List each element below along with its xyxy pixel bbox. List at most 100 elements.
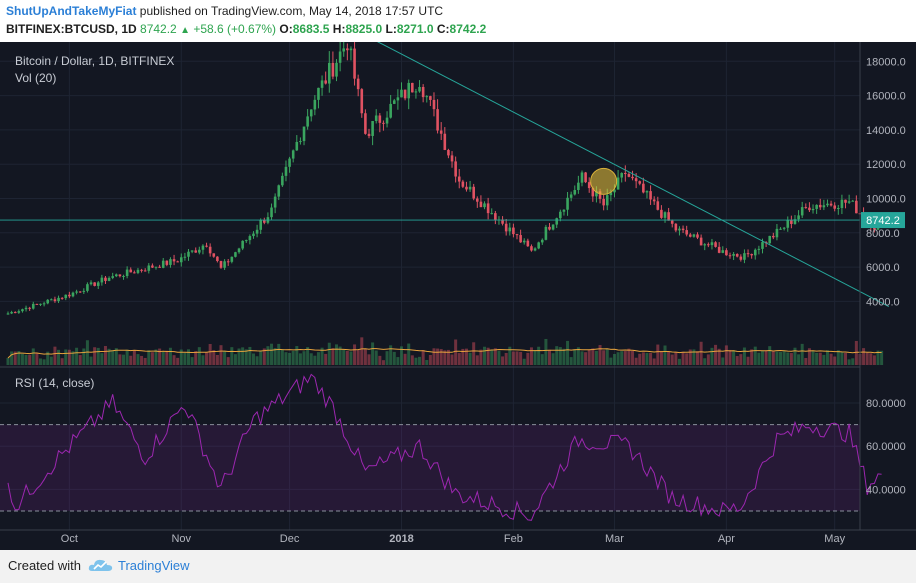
volume-bar: [60, 358, 64, 365]
volume-bar: [57, 349, 61, 365]
volume-bar: [251, 353, 255, 365]
volume-bar: [757, 352, 761, 365]
volume-bar: [168, 347, 172, 365]
volume-bar: [793, 347, 797, 365]
volume-bar: [605, 348, 609, 365]
low-value: 8271.0: [396, 22, 434, 36]
candle-body: [346, 48, 349, 51]
volume-bar: [576, 347, 580, 365]
volume-bar: [493, 348, 497, 365]
candle-body: [833, 205, 836, 209]
volume-bar: [800, 343, 804, 365]
candle-body: [580, 172, 584, 183]
candle-body: [21, 309, 24, 312]
volume-bar: [558, 347, 562, 365]
candle-body: [515, 234, 519, 236]
volume-bar: [154, 349, 158, 365]
volume-bar: [176, 357, 180, 365]
volume-bar: [789, 353, 793, 365]
volume-bar: [248, 346, 252, 365]
author-link[interactable]: ShutUpAndTakeMyFiat: [6, 4, 137, 18]
candle-body: [71, 292, 75, 297]
price-tick-label: 18000.0: [866, 56, 906, 68]
candle-body: [656, 201, 660, 210]
candle-body: [115, 274, 118, 277]
candle-body: [638, 181, 642, 184]
candle-body: [595, 191, 598, 197]
candle-body: [526, 240, 530, 247]
header: ShutUpAndTakeMyFiat published on Trading…: [0, 0, 916, 42]
volume-bar: [659, 350, 663, 365]
candle-body: [494, 213, 497, 220]
candle-body: [800, 207, 804, 216]
chart-area[interactable]: 4000.0 6000.0 8000.0 10000.0 12000.0 14000.0 1…: [0, 42, 916, 550]
volume-bar: [418, 356, 422, 365]
volume-bar: [869, 353, 873, 365]
chart-svg[interactable]: 4000.0 6000.0 8000.0 10000.0 12000.0 14000.0 1…: [0, 42, 916, 550]
volume-bar: [501, 356, 505, 365]
volume-bar: [486, 347, 490, 365]
volume-bar: [544, 338, 548, 365]
candle-body: [140, 269, 143, 271]
price-tick-label: 16000.0: [866, 91, 906, 103]
volume-bar: [519, 351, 523, 365]
volume-bar: [262, 348, 266, 365]
volume-bar: [20, 353, 24, 365]
candle-body: [476, 198, 479, 202]
candle-body: [360, 89, 364, 114]
volume-bar: [288, 352, 292, 365]
volume-bar: [439, 349, 443, 365]
candle-body: [39, 303, 42, 305]
time-tick-label: 2018: [389, 533, 413, 545]
chart-title: Bitcoin / Dollar, 1D, BITFINEX: [15, 54, 175, 68]
volume-bar: [298, 353, 302, 365]
candle-body: [255, 229, 259, 234]
volume-bar: [389, 345, 393, 365]
candle-body: [263, 220, 266, 223]
candle-body: [793, 219, 797, 224]
volume-bar: [818, 352, 822, 365]
tradingview-brand-link[interactable]: TradingView: [118, 558, 190, 573]
candle-body: [501, 219, 504, 224]
candle-body: [634, 178, 638, 182]
volume-bar: [356, 350, 360, 365]
volume-bar: [335, 344, 339, 365]
volume-bar: [100, 353, 104, 365]
candle-body: [465, 186, 468, 190]
volume-bar: [775, 351, 779, 365]
volume-bar: [165, 350, 169, 365]
volume-bar: [692, 349, 696, 365]
volume-bar: [381, 360, 385, 365]
candle-body: [349, 48, 353, 51]
volume-bar: [641, 352, 645, 365]
candle-body: [457, 176, 461, 182]
volume-bar: [688, 349, 692, 365]
candle-body: [111, 276, 114, 278]
candle-body: [342, 48, 346, 52]
volume-bar: [24, 354, 28, 365]
volume-bar: [746, 356, 750, 365]
volume-bar: [371, 342, 375, 365]
volume-bar: [291, 350, 295, 365]
volume-bar: [255, 356, 259, 365]
tradingview-cloud-icon[interactable]: [88, 556, 114, 574]
candle-body: [468, 186, 472, 190]
volume-bar: [284, 352, 288, 365]
volume-bar: [609, 357, 613, 365]
volume-bar: [342, 349, 346, 365]
volume-bar: [345, 350, 349, 365]
volume-bar: [797, 354, 801, 365]
candle-body: [566, 197, 569, 210]
volume-bar: [103, 346, 107, 365]
volume-bar: [699, 341, 703, 365]
volume-bar: [717, 348, 721, 365]
candle-body: [216, 256, 219, 262]
candle-body: [750, 254, 753, 256]
volume-bar: [663, 345, 667, 365]
candle-body: [829, 203, 833, 206]
volume-bar: [82, 348, 86, 365]
time-tick-label: Mar: [605, 533, 624, 545]
candle-body: [414, 91, 418, 93]
last-price-tag-box: [861, 212, 905, 229]
volume-bar: [309, 353, 313, 365]
